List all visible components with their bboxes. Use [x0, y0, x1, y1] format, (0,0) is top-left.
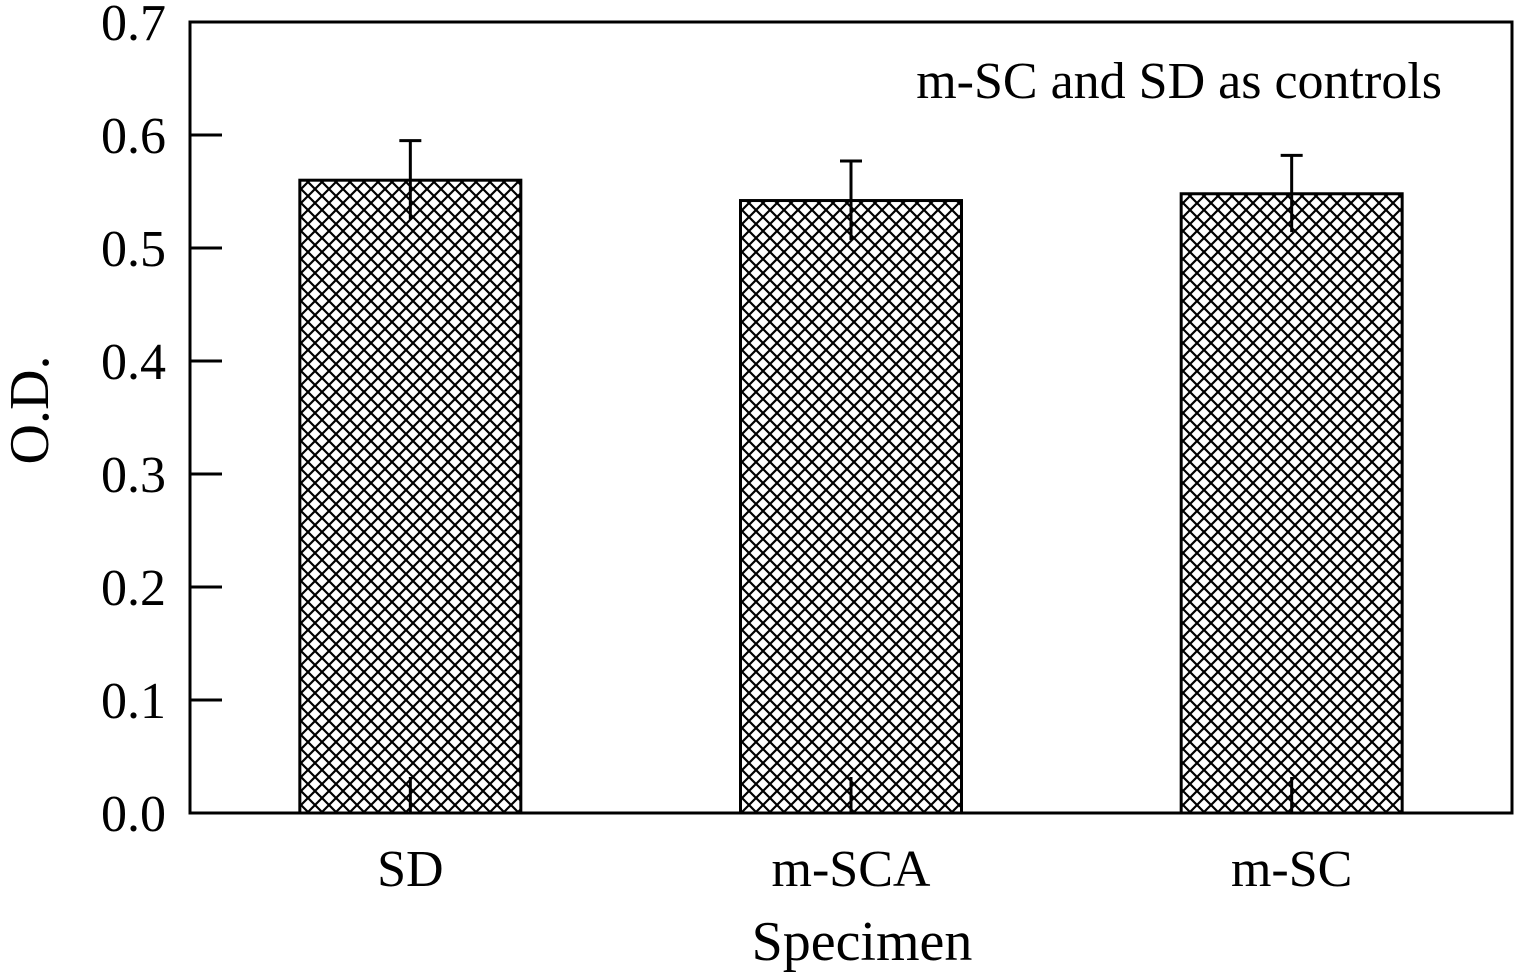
error-bars-group: [399, 139, 1303, 241]
y-tick-label: 0.7: [101, 0, 166, 52]
bars-group: [298, 178, 1404, 815]
y-tick-label: 0.6: [101, 108, 166, 165]
y-axis-ticks: 0.0 0.1 0.2 0.3 0.4 0.5 0.6 0.7: [101, 0, 222, 843]
x-axis-title: Specimen: [752, 911, 973, 973]
y-tick-label: 0.5: [101, 221, 166, 278]
y-tick-label: 0.3: [101, 447, 166, 504]
bar: [1179, 192, 1404, 815]
y-axis-title: O.D.: [0, 356, 61, 465]
bar: [298, 178, 523, 815]
x-axis-ticks: SD m-SCA m-SC: [377, 777, 1352, 898]
x-tick-label: m-SC: [1231, 841, 1352, 898]
bar: [739, 199, 963, 815]
y-tick-label: 0.2: [101, 560, 166, 617]
y-tick-label: 0.4: [101, 334, 166, 391]
x-tick-label: m-SCA: [772, 841, 931, 898]
y-tick-label: 0.0: [101, 786, 166, 843]
x-tick-label: SD: [377, 841, 443, 898]
annotation-text: m-SC and SD as controls: [916, 53, 1442, 110]
y-tick-label: 0.1: [101, 673, 166, 730]
